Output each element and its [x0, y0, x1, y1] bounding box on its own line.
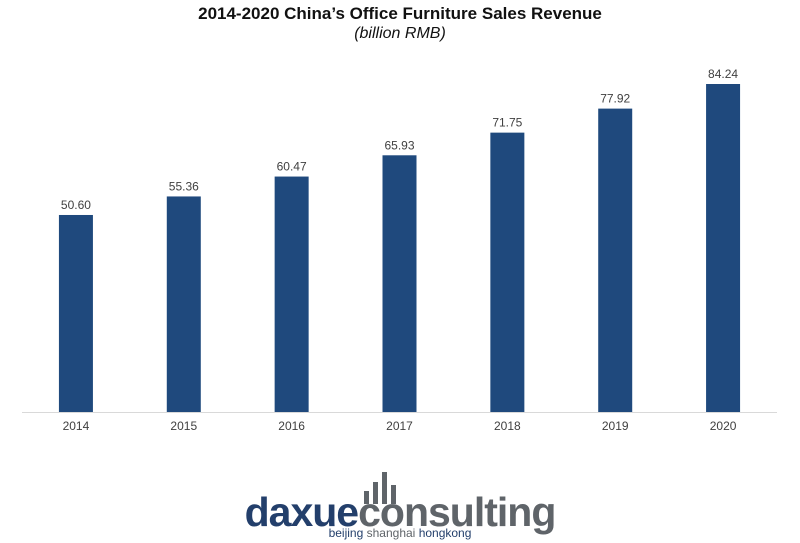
tagline-shanghai: shanghai [366, 526, 416, 540]
tagline-beijing: beijing [328, 526, 364, 540]
logo-word-consulting: consulting [358, 489, 556, 535]
logo-bar [382, 472, 387, 504]
bars-group [58, 84, 741, 413]
value-label-2015: 55.36 [169, 179, 199, 193]
logo-bar [364, 491, 369, 504]
x-tick-label-2017: 2017 [386, 419, 413, 433]
value-label-2020: 84.24 [708, 67, 738, 81]
bar-2019 [598, 108, 633, 412]
chart-subtitle: (billion RMB) [354, 25, 446, 42]
value-label-2016: 60.47 [277, 160, 307, 174]
x-tick-labels-group: 2014 2015 2016 2017 2018 2019 2020 [63, 419, 737, 433]
value-label-2017: 65.93 [384, 138, 414, 152]
logo-word-daxue: daxue [244, 489, 359, 535]
value-label-2019: 77.92 [600, 92, 630, 106]
daxue-consulting-logo: daxueconsulting beijing shanghai hongkon… [0, 468, 800, 543]
x-tick-label-2014: 2014 [63, 419, 90, 433]
bar-chart: 50.60 55.36 60.47 65.93 71.75 77.92 84.24 2014… [22, 67, 777, 433]
bar-2014 [58, 214, 93, 412]
tagline-hongkong: hongkong [418, 526, 472, 540]
value-labels-group: 50.60 55.36 60.47 65.93 71.75 77.92 84.24 [61, 67, 738, 212]
x-tick-label-2018: 2018 [494, 419, 521, 433]
bar-chart-icon [362, 468, 402, 504]
bar-2018 [490, 132, 525, 412]
bar-2020 [706, 84, 741, 412]
logo-bar [373, 482, 378, 504]
bar-2016 [274, 176, 309, 412]
x-tick-label-2020: 2020 [710, 419, 737, 433]
value-label-2018: 71.75 [492, 116, 522, 130]
logo-bar [391, 485, 396, 504]
bar-2017 [382, 155, 417, 413]
x-tick-label-2019: 2019 [602, 419, 629, 433]
bar-2015 [166, 196, 201, 412]
chart-title: 2014-2020 China’s Office Furniture Sales… [198, 4, 602, 23]
logo-wordmark: daxueconsulting [0, 489, 800, 535]
logo-tagline: beijing shanghai hongkong [0, 526, 800, 540]
value-label-2014: 50.60 [61, 198, 91, 212]
x-tick-label-2015: 2015 [170, 419, 197, 433]
x-tick-label-2016: 2016 [278, 419, 305, 433]
